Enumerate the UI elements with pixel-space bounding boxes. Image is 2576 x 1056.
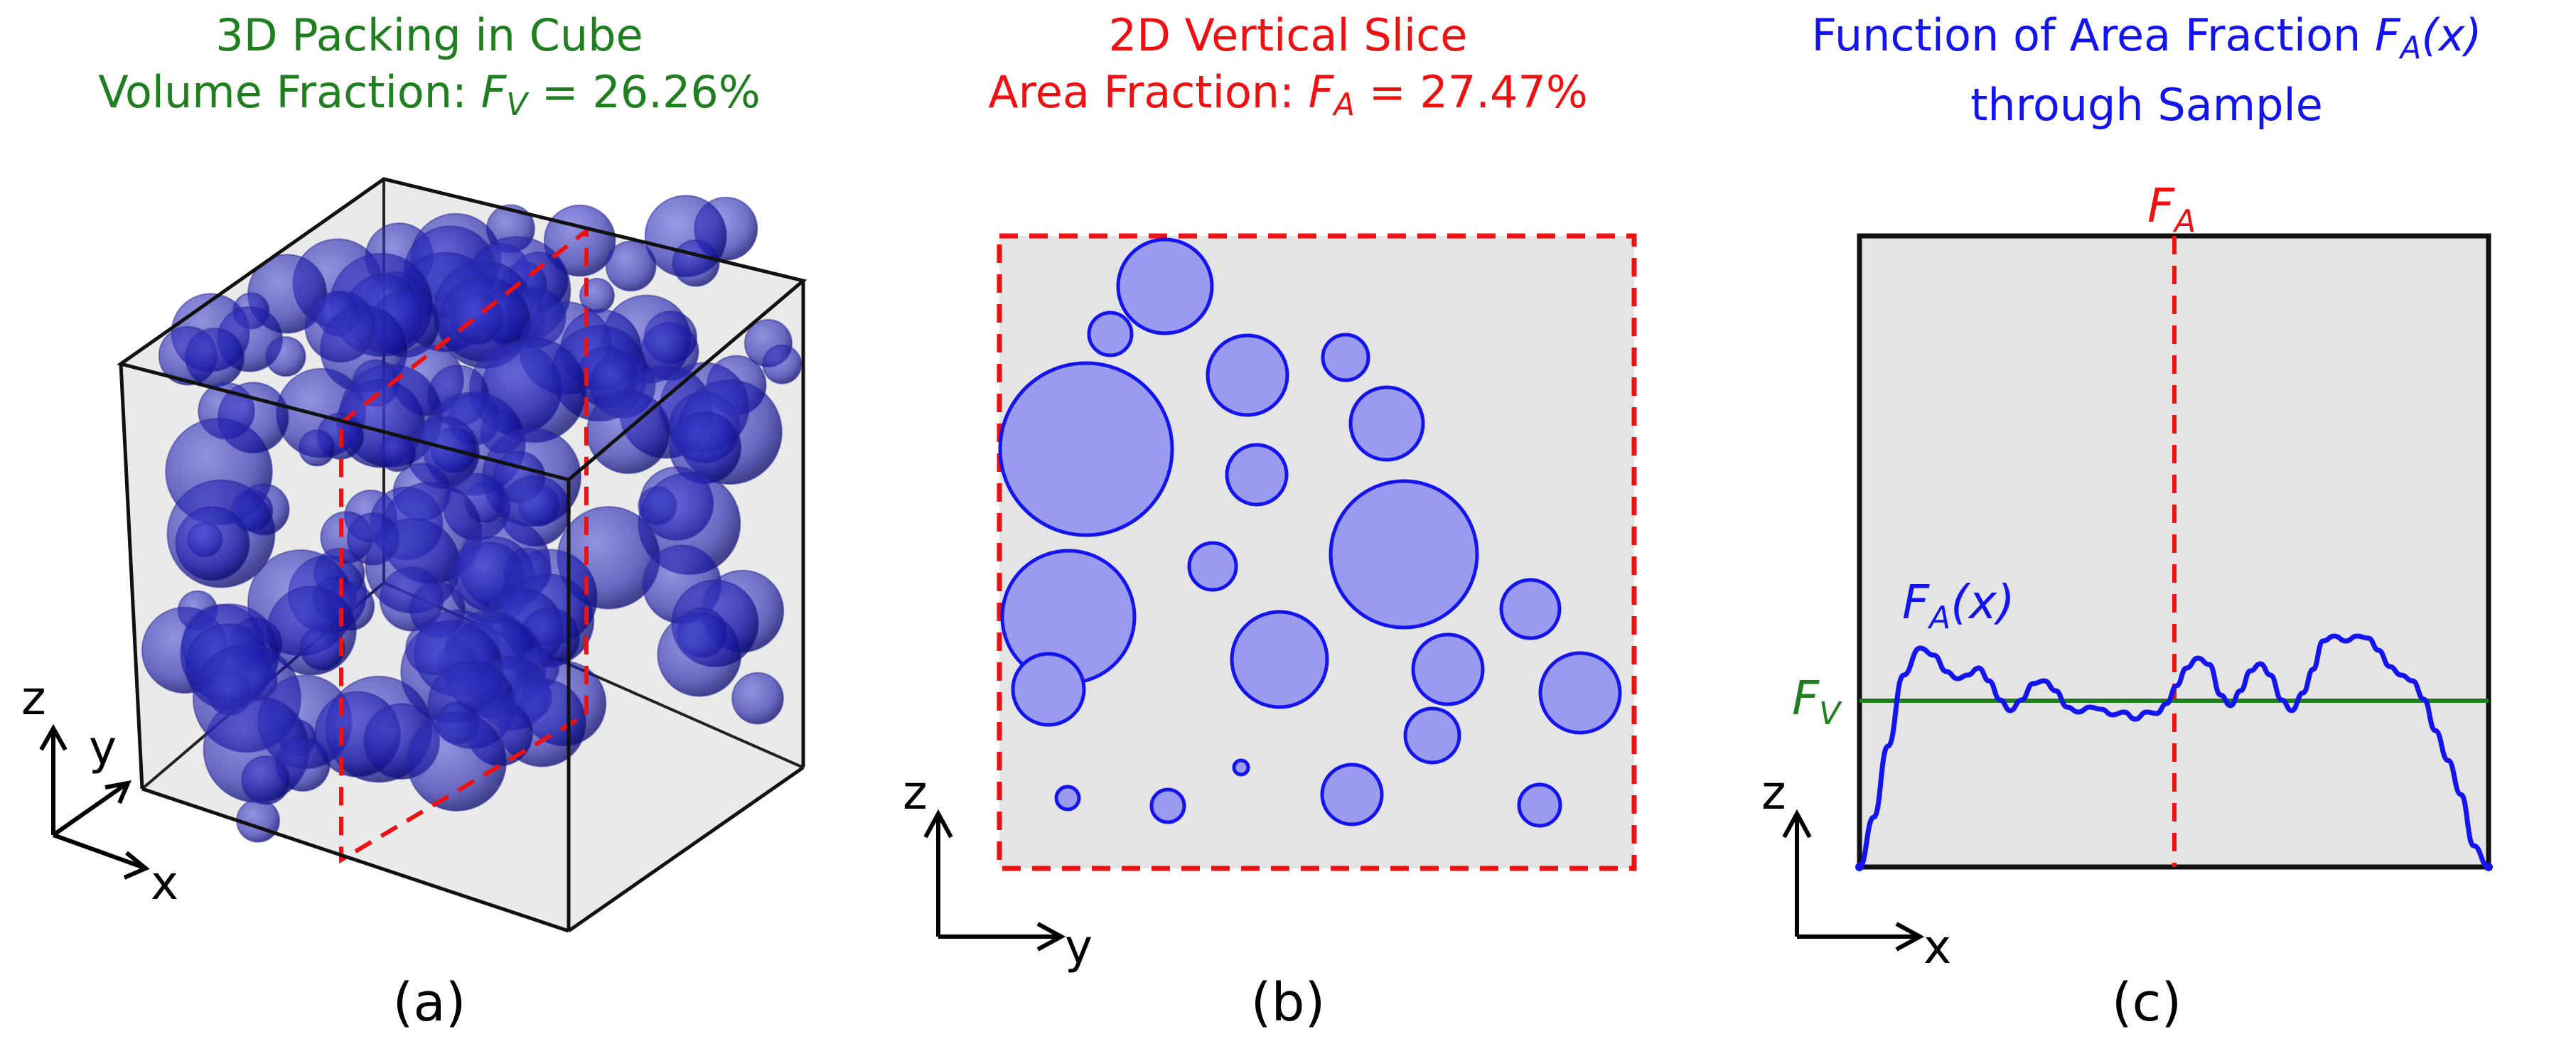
panel-c-title: Function of Area Fraction FA(x) through … [1717, 7, 2576, 134]
panel-c-title-line2: through Sample [1970, 78, 2323, 131]
sphere [731, 672, 784, 725]
slice-disk [1517, 782, 1562, 828]
slice-frame [997, 233, 1637, 871]
sphere [298, 429, 336, 467]
panel-b-title-symbol-sub: A [1333, 87, 1356, 123]
sphere [672, 239, 720, 287]
slice-diagram: z y [903, 233, 1637, 974]
slice-disk [1206, 333, 1289, 417]
x-axis-arrow [52, 833, 144, 869]
panel-c-title-symbol-sub: A [2400, 30, 2422, 66]
panel-b-title-prefix: Area Fraction: [988, 66, 1309, 118]
area-fraction-plot: FA FV FA(x) z x [1761, 178, 2493, 974]
panel-c-title-line1: Function of Area Fraction FA(x) [1717, 7, 2576, 77]
panel-b-title: 2D Vertical Slice Area Fraction: FA = 27… [859, 7, 1717, 134]
y-axis-arrow [52, 783, 126, 837]
panel-a-title-symbol-sub: V [506, 87, 527, 123]
slice-disk [1011, 652, 1086, 727]
panel-b-caption: (b) [1250, 972, 1326, 1033]
slice-disk [1321, 333, 1370, 382]
volume-fraction-label: FV [1792, 671, 1842, 732]
axis-x-label-c: x [1923, 920, 1951, 974]
cube-visible-edges [117, 177, 807, 933]
panel-b-title-line1: 2D Vertical Slice [1108, 9, 1468, 61]
curve-label: FA(x) [1902, 575, 2015, 636]
slice-disk [1230, 610, 1329, 709]
axis-y-label-a: y [89, 721, 117, 775]
slice-disk [1187, 541, 1238, 592]
slice-disk [1320, 763, 1384, 826]
sphere [407, 711, 508, 812]
axis-z-label-b: z [903, 765, 928, 820]
slice-disk [1538, 651, 1622, 735]
axis-z-label-c: z [1761, 765, 1786, 820]
slice-disk [1054, 785, 1081, 812]
sphere [185, 328, 245, 388]
axes-triad-b [923, 809, 1066, 952]
slice-disk [1411, 632, 1485, 706]
slice-disk [1499, 578, 1562, 640]
slice-disk [1232, 758, 1250, 777]
slice-disks [998, 237, 1622, 828]
panel-b: 2D Vertical Slice Area Fraction: FA = 27… [859, 0, 1717, 1056]
slice-disk [1149, 787, 1186, 824]
panel-b-title-value: = 27.47% [1355, 66, 1588, 118]
sphere [175, 506, 250, 581]
panel-a-title-prefix: Volume Fraction: [98, 66, 481, 118]
axis-z-label-a: z [21, 671, 46, 726]
panel-a-title-symbol: F [481, 66, 507, 118]
sphere [605, 240, 657, 292]
panel-c-title-symbol: F [2375, 9, 2400, 61]
sphere [265, 336, 306, 377]
panel-a: 3D Packing in Cube Volume Fraction: FV =… [0, 0, 859, 1056]
slice-position-label: FA [2147, 178, 2196, 239]
slice-disk [1225, 443, 1289, 507]
axis-y-label-b: y [1065, 920, 1093, 974]
slice-disk [1329, 479, 1479, 630]
panel-a-title: 3D Packing in Cube Volume Fraction: FV =… [0, 7, 859, 134]
slice-disk [1087, 311, 1134, 357]
sphere [762, 344, 803, 384]
slice-disk [1403, 706, 1461, 765]
panel-a-title-line1: 3D Packing in Cube [215, 9, 643, 61]
panel-c-caption: (c) [2111, 972, 2182, 1033]
axis-x-label-a: x [151, 856, 178, 910]
sphere-packing [141, 195, 803, 843]
panel-a-caption: (a) [392, 972, 466, 1033]
slice-disk [1116, 237, 1214, 335]
cube-diagram: z y x [21, 177, 807, 933]
panel-c: Function of Area Fraction FA(x) through … [1717, 0, 2576, 1056]
slice-disk [1348, 385, 1425, 462]
slice-plane [339, 226, 589, 864]
area-fraction-curve [1857, 633, 2490, 870]
panel-b-title-symbol: F [1308, 66, 1334, 118]
axes-triad-c [1782, 809, 1925, 952]
panel-a-title-value: = 26.26% [527, 66, 761, 118]
axes-triad-a [39, 723, 150, 880]
panel-c-title-symbol-arg: (x) [2421, 9, 2482, 61]
slice-disk [998, 361, 1174, 537]
panel-b-title-line2: Area Fraction: FA = 27.47% [859, 64, 1717, 134]
sphere [299, 625, 345, 672]
panel-a-title-line2: Volume Fraction: FV = 26.26% [0, 64, 859, 134]
sphere [657, 612, 742, 697]
curve-end-point [2484, 863, 2493, 871]
curve-start-point [1855, 863, 1864, 871]
panel-c-title-prefix: Function of Area Fraction [1811, 9, 2376, 61]
sphere [241, 755, 291, 805]
